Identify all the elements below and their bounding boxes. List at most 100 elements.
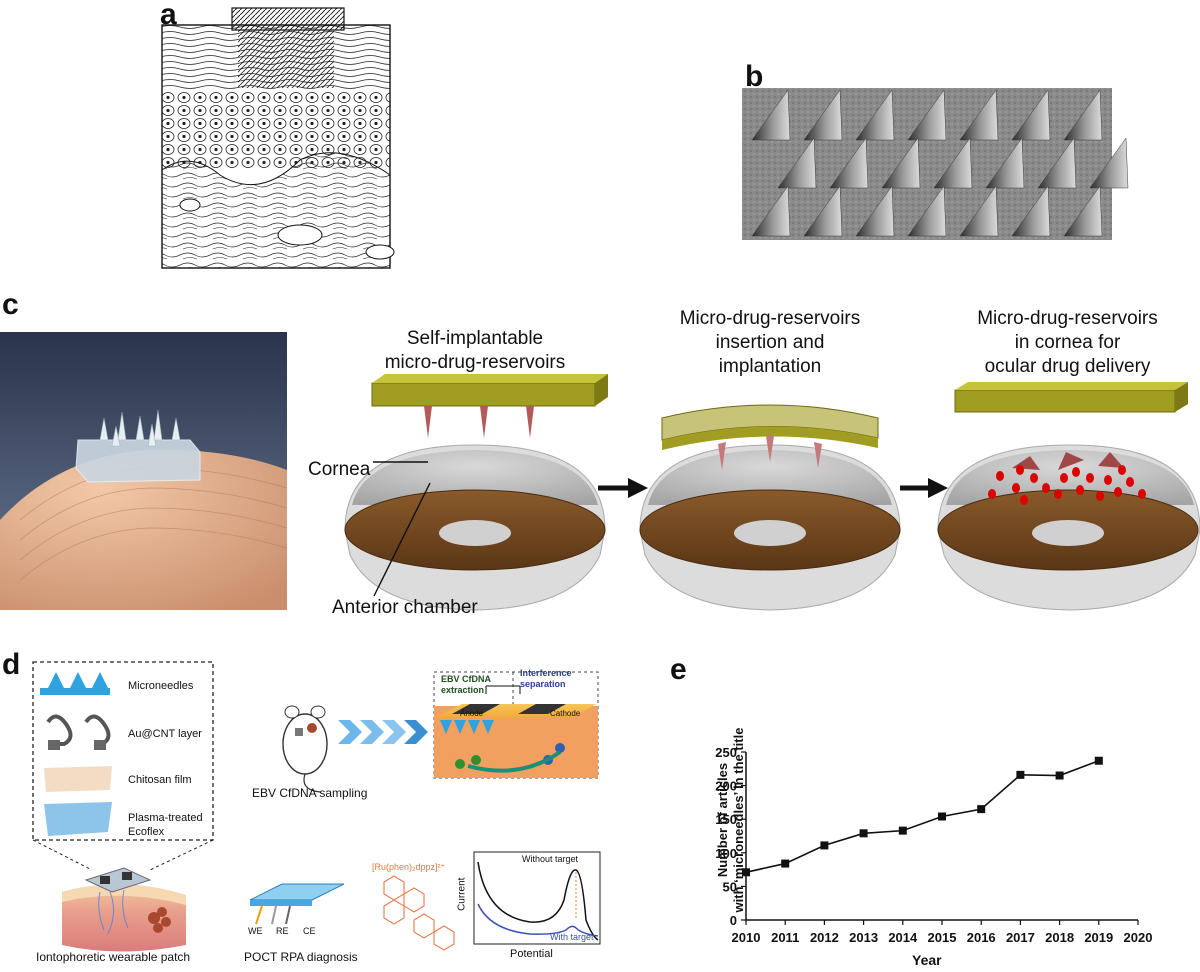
x-tick-label: 2012 (810, 930, 839, 945)
sem-microneedle (907, 89, 947, 141)
sem-microneedle (1089, 137, 1129, 189)
x-tick-label: 2016 (967, 930, 996, 945)
drug-dot (1060, 473, 1068, 483)
x-tick-label: 2020 (1124, 930, 1153, 945)
step2-title-line2: insertion and (715, 331, 825, 353)
data-point (898, 826, 907, 835)
drug-dot (1118, 465, 1126, 475)
panel-letter-c: c (2, 288, 19, 321)
data-point (781, 859, 790, 868)
sem-microneedle (855, 185, 895, 237)
chart-ylabel-line2: with ‘microneedles’ in the title (731, 727, 747, 913)
mini-xlabel: Potential (510, 948, 553, 960)
electrode-we: WE (248, 926, 263, 936)
legend-ecoflex-line: Ecoflex (128, 825, 165, 838)
drug-dot (1126, 477, 1134, 487)
x-tick-label: 2019 (1084, 930, 1113, 945)
sem-microneedle (751, 185, 791, 237)
data-point (1094, 756, 1103, 765)
sem-microneedle (1037, 137, 1077, 189)
legend-au-cnt: Au@CNT layer (128, 728, 202, 740)
sem-microneedle (855, 89, 895, 141)
panel-letter-b: b (745, 60, 764, 93)
drug-dot (1016, 465, 1024, 475)
arrow-2 (900, 478, 948, 498)
data-point (820, 841, 829, 850)
step1-title-line1: Self-implantable (406, 328, 544, 349)
drug-dot (1030, 473, 1038, 483)
sem-microneedle (959, 89, 999, 141)
eye-step3 (937, 382, 1200, 611)
data-point (1055, 771, 1064, 780)
mouse-drawing (282, 705, 328, 793)
electrode-re: RE (276, 926, 289, 936)
step1-title: Self-implantable micro-drug-reservoirs (345, 327, 605, 375)
chart-ticks: 2010 2011 2012 2013 2014 2015 2016 2017 2018 2019… (715, 745, 1152, 945)
chevrons (338, 720, 428, 744)
mini-ylabel: Current (456, 877, 468, 911)
drug-dot (988, 489, 996, 499)
sem-microneedle (1063, 185, 1103, 237)
drug-dot (1012, 483, 1020, 493)
x-tick-label: 2014 (888, 930, 918, 945)
arrow-1 (598, 478, 648, 498)
legend-microneedles: Microneedles (128, 680, 194, 692)
eye-step2 (639, 404, 901, 611)
x-tick-label: 2011 (771, 930, 799, 945)
data-point (977, 805, 986, 814)
x-tick-label: 2017 (1006, 930, 1035, 945)
drug-dot (1138, 489, 1146, 499)
sem-microneedle (907, 185, 947, 237)
step3-title-line3: ocular drug delivery (984, 355, 1151, 377)
drug-dot (1104, 475, 1112, 485)
interference-line2: separation (520, 679, 566, 690)
sampling-caption: EBV CfDNA sampling (252, 786, 368, 800)
patch-caption: Iontophoretic wearable patch (36, 950, 191, 964)
chart-ylabel-line1: Number of articles (715, 762, 730, 878)
step2-title-line3: implantation (718, 355, 822, 377)
drug-dot (1054, 489, 1062, 499)
sem-microneedle (1063, 89, 1103, 141)
panel-letter-d: d (2, 648, 21, 681)
data-point (859, 829, 868, 838)
drug-dot (1114, 487, 1122, 497)
chart-line (745, 759, 1100, 874)
eye-step1 (344, 374, 608, 611)
drug-dot (1072, 467, 1080, 477)
sem-microneedle (829, 137, 869, 189)
sem-microneedle (777, 137, 817, 189)
extraction-label: EBV CfDNA extraction (441, 674, 491, 697)
chart-axes (745, 752, 1138, 921)
anterior-chamber-label: Anterior chamber (332, 597, 478, 618)
step3-title-line2: in cornea for (1014, 331, 1121, 353)
panel-letter-a: a (160, 0, 177, 31)
sem-microneedle (985, 137, 1025, 189)
drug-dot (1076, 485, 1084, 495)
step3-title: Micro-drug-reservoirs in cornea for ocul… (935, 307, 1200, 378)
drug-dot (1042, 483, 1050, 493)
microneedle-array-drawing (231, 7, 345, 88)
extraction-line1: EBV CfDNA (441, 674, 492, 684)
chart-xlabel: Year (912, 952, 942, 968)
drug-dot (1020, 495, 1028, 505)
mini-with-target: With target (550, 932, 594, 942)
sem-microneedle (933, 137, 973, 189)
sem-microneedle (881, 137, 921, 189)
sem-microneedle (1011, 185, 1051, 237)
sem-microneedle (803, 185, 843, 237)
sem-microneedle (959, 185, 999, 237)
step2-title: Micro-drug-reservoirs insertion and impl… (640, 307, 900, 378)
ru-complex-label: [Ru(phen)₂dppz]²⁺ (372, 862, 446, 872)
x-tick-label: 2018 (1045, 930, 1074, 945)
poct-caption: POCT RPA diagnosis (244, 950, 358, 964)
drug-dot (996, 471, 1004, 481)
skin-block (161, 24, 395, 269)
interference-line1: Interference (520, 668, 572, 678)
chart-points (742, 756, 1103, 877)
legend-plasma-ecoflex: Plasma-treated Ecoflex (128, 812, 203, 840)
step1-title-line2: micro-drug-reservoirs (384, 351, 566, 373)
data-point (1016, 770, 1025, 779)
cathode-label: Cathode (550, 709, 581, 718)
ru-complex-structure (383, 875, 455, 951)
drug-dot (1096, 491, 1104, 501)
